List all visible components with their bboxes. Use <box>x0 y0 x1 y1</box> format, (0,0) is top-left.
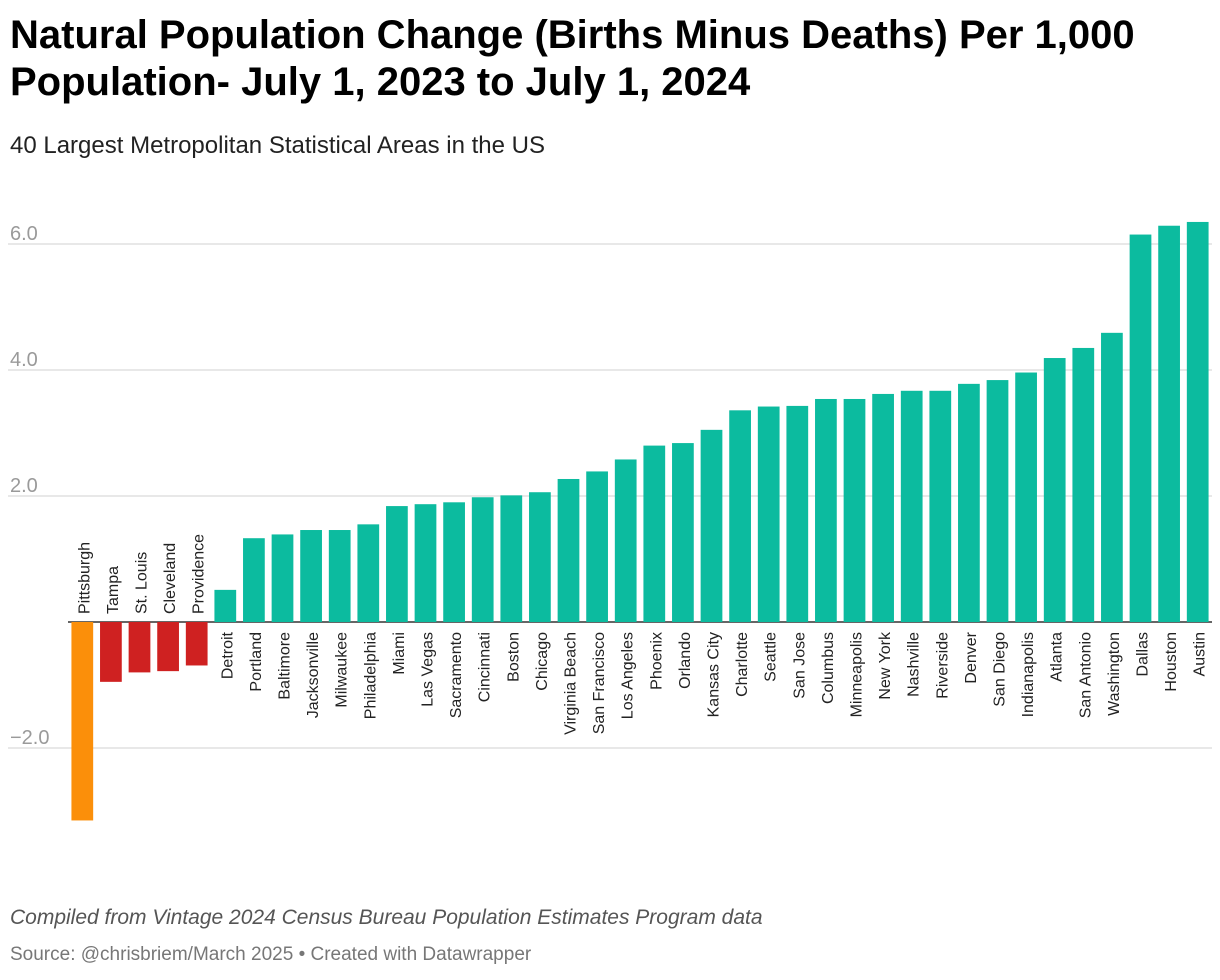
y-tick-label: −2.0 <box>10 727 49 749</box>
bar-houston <box>1158 225 1180 623</box>
category-label: Columbus <box>820 632 837 704</box>
category-label: San Antonio <box>1077 632 1094 718</box>
bar-miami <box>386 506 408 622</box>
category-label: Kansas City <box>706 632 723 717</box>
bar-orlando <box>672 443 694 622</box>
bar-san-francisco <box>586 471 608 622</box>
bar-indianapolis <box>1015 372 1037 622</box>
bar-pittsburgh <box>71 622 94 821</box>
category-label: Pittsburgh <box>76 542 93 614</box>
bar-jacksonville <box>300 530 322 622</box>
category-label: Indianapolis <box>1020 632 1037 717</box>
bar-nashville <box>900 390 923 622</box>
bar-dallas <box>1129 234 1152 623</box>
category-label: Miami <box>391 632 408 675</box>
category-label: Washington <box>1106 632 1123 716</box>
footer-source: Source: @chrisbriem/March 2025 • Created… <box>10 944 532 965</box>
bar-boston <box>500 495 523 622</box>
bar-chicago <box>529 492 551 622</box>
category-label: Cleveland <box>162 543 179 614</box>
category-label: Los Angeles <box>620 632 637 719</box>
category-label: Austin <box>1192 632 1209 676</box>
grid-layer: −2.0 2.0 4.0 6.0 <box>8 223 1212 749</box>
bar-denver <box>958 383 980 622</box>
bar-san-antonio <box>1072 347 1095 622</box>
category-label: Atlanta <box>1049 632 1066 682</box>
bar-portland <box>243 538 265 622</box>
y-tick-label: 6.0 <box>10 223 38 245</box>
bar-san-jose <box>786 405 809 622</box>
category-label: Boston <box>505 632 522 682</box>
category-label: San Francisco <box>591 632 608 734</box>
category-label: Minneapolis <box>849 632 866 717</box>
bar-columbus <box>815 398 837 622</box>
category-label: New York <box>877 631 894 700</box>
bar-chart: −2.0 2.0 4.0 6.0 Pittsburgh Tampa St. Louis Cl… <box>8 221 1212 821</box>
category-label: Detroit <box>219 631 236 679</box>
bar-riverside <box>929 390 952 622</box>
chart-subtitle: 40 Largest Metropolitan Statistical Area… <box>10 132 545 159</box>
bar-detroit <box>214 589 237 622</box>
category-label: Jacksonville <box>305 632 322 718</box>
bar-kansas-city <box>700 429 723 622</box>
bar-las-vegas <box>414 504 437 622</box>
bar-philadelphia <box>357 524 380 622</box>
bar-washington <box>1101 332 1123 622</box>
category-label: Seattle <box>763 632 780 682</box>
bar-san-diego <box>986 380 1009 622</box>
category-label: Phoenix <box>648 632 665 690</box>
category-label: St. Louis <box>134 552 151 614</box>
bar-atlanta <box>1043 358 1066 622</box>
category-label: Orlando <box>677 632 694 689</box>
category-label: Tampa <box>105 566 122 614</box>
category-label: San Jose <box>791 632 808 699</box>
bar-st-louis <box>128 622 151 673</box>
category-label: Las Vegas <box>420 632 437 707</box>
chart-title: Natural Population Change (Births Minus … <box>10 13 1135 104</box>
category-label: Cincinnati <box>477 632 494 702</box>
category-label: Milwaukee <box>334 632 351 708</box>
bar-phoenix <box>643 445 666 622</box>
y-tick-label: 4.0 <box>10 349 38 371</box>
category-label: Charlotte <box>734 632 751 697</box>
bar-providence <box>185 622 208 666</box>
y-tick-label: 2.0 <box>10 475 38 497</box>
category-label: Denver <box>963 631 980 683</box>
bar-baltimore <box>271 534 294 622</box>
footer-note: Compiled from Vintage 2024 Census Bureau… <box>10 906 763 929</box>
bar-new-york <box>872 393 894 622</box>
category-label: Portland <box>248 632 265 692</box>
bar-seattle <box>757 406 780 622</box>
bar-austin <box>1186 221 1209 622</box>
category-label: Virginia Beach <box>563 632 580 735</box>
bar-milwaukee <box>328 530 351 622</box>
bar-charlotte <box>729 410 751 622</box>
category-label: Sacramento <box>448 632 465 718</box>
bar-virginia-beach <box>557 478 580 622</box>
bar-layer <box>71 221 1209 821</box>
category-label: Nashville <box>906 632 923 697</box>
bar-cleveland <box>157 622 179 672</box>
bar-los-angeles <box>614 459 637 622</box>
category-label: Chicago <box>534 632 551 691</box>
category-label: Philadelphia <box>362 632 379 719</box>
category-label: Riverside <box>934 632 951 699</box>
category-label-layer: Pittsburgh Tampa St. Louis Cleveland Provide… <box>76 534 1208 735</box>
category-label: Houston <box>1163 632 1180 692</box>
category-label: Baltimore <box>277 632 294 700</box>
category-label: Dallas <box>1135 632 1152 676</box>
bar-sacramento <box>443 502 465 622</box>
bar-cincinnati <box>471 497 494 622</box>
category-label: Providence <box>191 534 208 614</box>
category-label: San Diego <box>992 632 1009 707</box>
bar-minneapolis <box>843 398 866 622</box>
bar-tampa <box>100 622 122 682</box>
